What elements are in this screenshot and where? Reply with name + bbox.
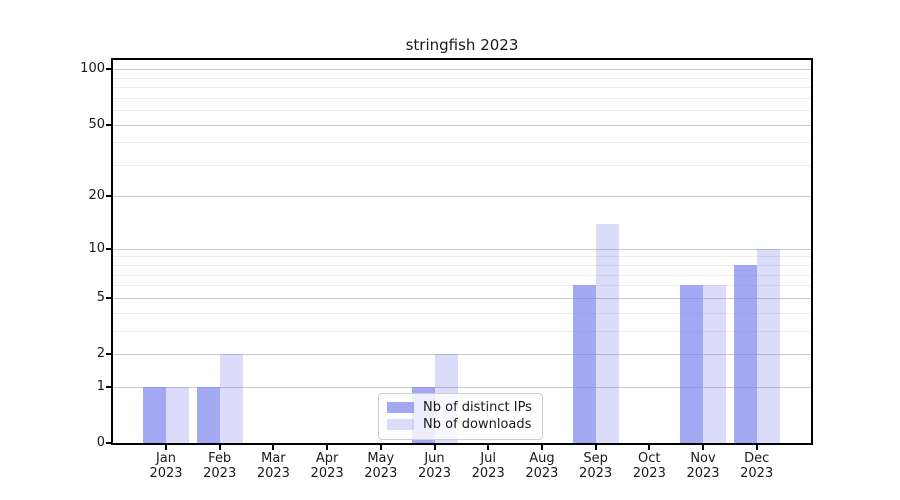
y-tick-50 (106, 123, 111, 126)
legend-item-distinct-ips: Nb of distinct IPs (387, 400, 532, 415)
gridline-y-10 (113, 248, 811, 250)
gridline-minor-y-6 (113, 285, 811, 287)
y-tick-label-0: 0 (96, 435, 105, 450)
y-tick-label-5: 5 (96, 289, 105, 305)
gridline-y-20 (113, 196, 811, 198)
y-tick-label-100: 100 (80, 61, 105, 77)
bar-nov-distinct-ips (680, 285, 703, 443)
legend-label-downloads: Nb of downloads (423, 417, 532, 432)
gridline-minor-y-9 (113, 256, 811, 258)
legend: Nb of distinct IPs Nb of downloads (378, 393, 543, 440)
x-tick-label-dec: Dec 2023 (740, 451, 774, 481)
y-tick-label-1: 1 (96, 378, 105, 394)
legend-swatch-downloads (387, 419, 414, 430)
gridline-y-100 (113, 69, 811, 71)
y-tick-10 (106, 247, 111, 250)
x-tick-jun (433, 445, 436, 450)
gridline-minor-y-40 (113, 142, 811, 144)
gridline-minor-y-70 (113, 97, 811, 99)
gridline-minor-y-4 (113, 312, 811, 314)
y-tick-100 (106, 68, 111, 71)
x-tick-feb (218, 445, 221, 450)
x-tick-label-jul: Jul 2023 (471, 451, 505, 481)
gridline-minor-y-8 (113, 265, 811, 267)
y-tick-label-50: 50 (88, 116, 105, 132)
y-tick-1 (106, 385, 111, 388)
legend-label-distinct-ips: Nb of distinct IPs (423, 400, 532, 415)
gridline-minor-y-60 (113, 110, 811, 112)
gridline-minor-y-7 (113, 274, 811, 276)
gridline-y-50 (113, 124, 811, 126)
legend-item-downloads: Nb of downloads (387, 417, 532, 432)
gridline-y-1 (113, 386, 811, 388)
bar-sep-downloads (595, 223, 619, 443)
x-tick-label-sep: Sep 2023 (579, 451, 613, 481)
x-tick-label-mar: Mar 2023 (256, 451, 290, 481)
bar-nov-downloads (703, 285, 726, 443)
x-tick-mar (272, 445, 275, 450)
bar-dec-distinct-ips (733, 265, 757, 443)
bar-jan-distinct-ips (143, 386, 166, 443)
bar-dec-downloads (756, 248, 780, 443)
x-tick-may (379, 445, 382, 450)
gridline-minor-y-80 (113, 87, 811, 89)
y-tick-label-2: 2 (96, 346, 105, 361)
gridline-minor-y-30 (113, 164, 811, 166)
x-tick-label-apr: Apr 2023 (310, 451, 344, 481)
bar-feb-distinct-ips (196, 386, 220, 443)
y-tick-2 (106, 353, 111, 355)
x-tick-label-feb: Feb 2023 (203, 451, 237, 481)
y-tick-label-20: 20 (88, 188, 105, 204)
y-tick-0 (106, 442, 111, 444)
x-tick-sep (594, 445, 597, 450)
plot-area (111, 58, 813, 445)
x-tick-label-jan: Jan 2023 (149, 451, 183, 481)
bar-sep-distinct-ips (572, 285, 596, 443)
gridline-minor-y-90 (113, 77, 811, 79)
x-tick-label-jun: Jun 2023 (417, 451, 452, 481)
x-tick-label-oct: Oct 2023 (632, 451, 666, 481)
x-tick-apr (326, 445, 329, 450)
x-tick-aug (540, 445, 543, 450)
bar-jan-downloads (166, 386, 189, 443)
x-tick-jan (165, 445, 167, 450)
x-tick-dec (755, 445, 758, 450)
gridline-y-2 (113, 354, 811, 355)
x-tick-oct (648, 445, 651, 450)
x-tick-label-aug: Aug 2023 (525, 451, 559, 481)
bar-feb-downloads (219, 354, 243, 443)
x-tick-nov (702, 445, 704, 450)
legend-swatch-distinct-ips (387, 402, 414, 413)
x-tick-jul (487, 445, 490, 450)
y-tick-label-10: 10 (88, 240, 105, 256)
gridline-minor-y-3 (113, 330, 811, 332)
x-tick-label-nov: Nov 2023 (686, 451, 720, 481)
x-tick-label-may: May 2023 (364, 451, 398, 481)
chart-title: stringfish 2023 (405, 36, 519, 54)
gridline-y-5 (113, 297, 811, 299)
y-tick-5 (106, 296, 111, 299)
y-tick-20 (106, 195, 111, 198)
